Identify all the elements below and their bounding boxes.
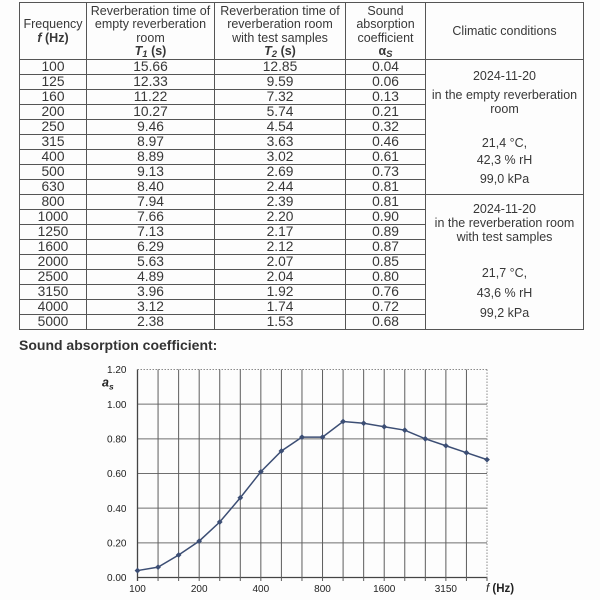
svg-text:200: 200 — [191, 584, 208, 595]
svg-text:1600: 1600 — [373, 584, 396, 595]
svg-text:0.00: 0.00 — [107, 573, 127, 584]
svg-text:0.40: 0.40 — [107, 504, 127, 515]
svg-text:0.80: 0.80 — [107, 434, 127, 445]
svg-text:1.00: 1.00 — [107, 400, 127, 411]
svg-text:0.20: 0.20 — [107, 538, 127, 549]
svg-text:f (Hz): f (Hz) — [486, 583, 514, 595]
svg-text:1.20: 1.20 — [107, 365, 127, 376]
svg-text:3150: 3150 — [435, 584, 458, 595]
svg-text:as: as — [102, 376, 114, 392]
svg-text:400: 400 — [253, 584, 270, 595]
svg-text:800: 800 — [314, 584, 331, 595]
svg-text:100: 100 — [129, 584, 146, 595]
svg-text:0.60: 0.60 — [107, 469, 127, 480]
